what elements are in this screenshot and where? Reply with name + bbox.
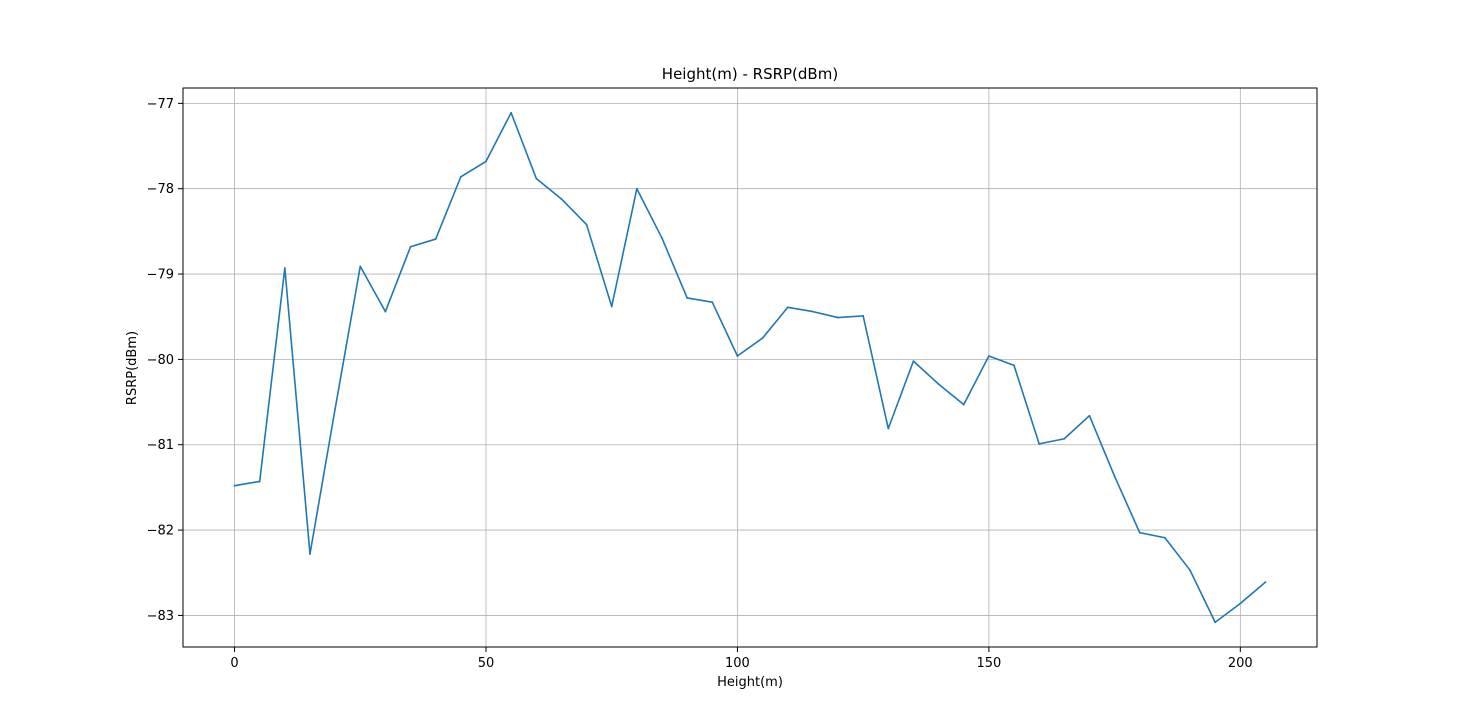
data-point xyxy=(1189,569,1191,572)
y-tick-label: −81 xyxy=(147,438,174,453)
data-point xyxy=(309,553,311,555)
y-tick-label: −82 xyxy=(147,524,174,539)
data-point xyxy=(1214,621,1217,624)
data-point xyxy=(761,337,764,339)
data-point xyxy=(962,403,965,406)
data-point xyxy=(736,355,739,357)
data-points xyxy=(233,111,1267,624)
data-point xyxy=(585,223,588,226)
data-point xyxy=(1264,581,1267,584)
data-point xyxy=(837,316,839,319)
plot-frame xyxy=(182,87,1318,648)
y-tick-label: −77 xyxy=(147,97,174,112)
y-tick-label: −80 xyxy=(147,353,174,368)
x-tick-label: 150 xyxy=(976,656,1001,671)
data-point xyxy=(1138,531,1141,534)
data-point xyxy=(811,310,814,313)
y-axis-label: RSRP(dBm) xyxy=(125,331,140,405)
data-point xyxy=(686,297,689,299)
data-point xyxy=(912,360,915,362)
data-point xyxy=(1239,602,1242,605)
x-tick-label: 200 xyxy=(1228,656,1253,671)
y-tick-label: −78 xyxy=(147,182,174,197)
data-point xyxy=(510,111,513,114)
data-point xyxy=(786,306,789,309)
data-point xyxy=(334,407,337,410)
x-tick-label: 0 xyxy=(230,656,238,671)
y-tick-label: −83 xyxy=(147,609,174,624)
data-point xyxy=(635,187,638,190)
data-point xyxy=(661,237,663,240)
x-tick-label: 100 xyxy=(725,656,750,671)
grid xyxy=(183,88,1317,647)
data-point xyxy=(233,484,236,487)
data-point xyxy=(459,175,462,178)
chart-title: Height(m) - RSRP(dBm) xyxy=(662,65,838,83)
data-point xyxy=(384,310,387,313)
data-point xyxy=(887,427,890,430)
y-tick-label: −79 xyxy=(147,268,174,283)
data-point xyxy=(1013,364,1015,367)
axis-ticks: 0 50 100 150 200 −77 −78 −79 −80 −81 −82 −83 xyxy=(147,97,1253,671)
data-point xyxy=(1088,414,1091,417)
data-point xyxy=(1038,442,1041,445)
data-point xyxy=(485,160,487,163)
data-point xyxy=(1163,536,1166,539)
series-lines xyxy=(233,111,1267,624)
data-point xyxy=(283,267,286,269)
data-point xyxy=(1113,475,1116,478)
data-point xyxy=(560,198,563,200)
data-point xyxy=(258,480,261,483)
data-point xyxy=(610,305,613,308)
data-point xyxy=(409,245,412,248)
data-point xyxy=(359,265,362,268)
x-tick-label: 50 xyxy=(478,656,495,671)
data-point xyxy=(987,355,990,357)
data-point xyxy=(937,383,940,386)
data-point xyxy=(434,238,437,240)
data-point xyxy=(711,301,714,304)
data-point xyxy=(535,177,538,180)
data-point xyxy=(1063,437,1066,440)
x-axis-label: Height(m) xyxy=(717,675,783,690)
data-point xyxy=(862,314,865,317)
series-line-rsrp xyxy=(234,111,1266,624)
